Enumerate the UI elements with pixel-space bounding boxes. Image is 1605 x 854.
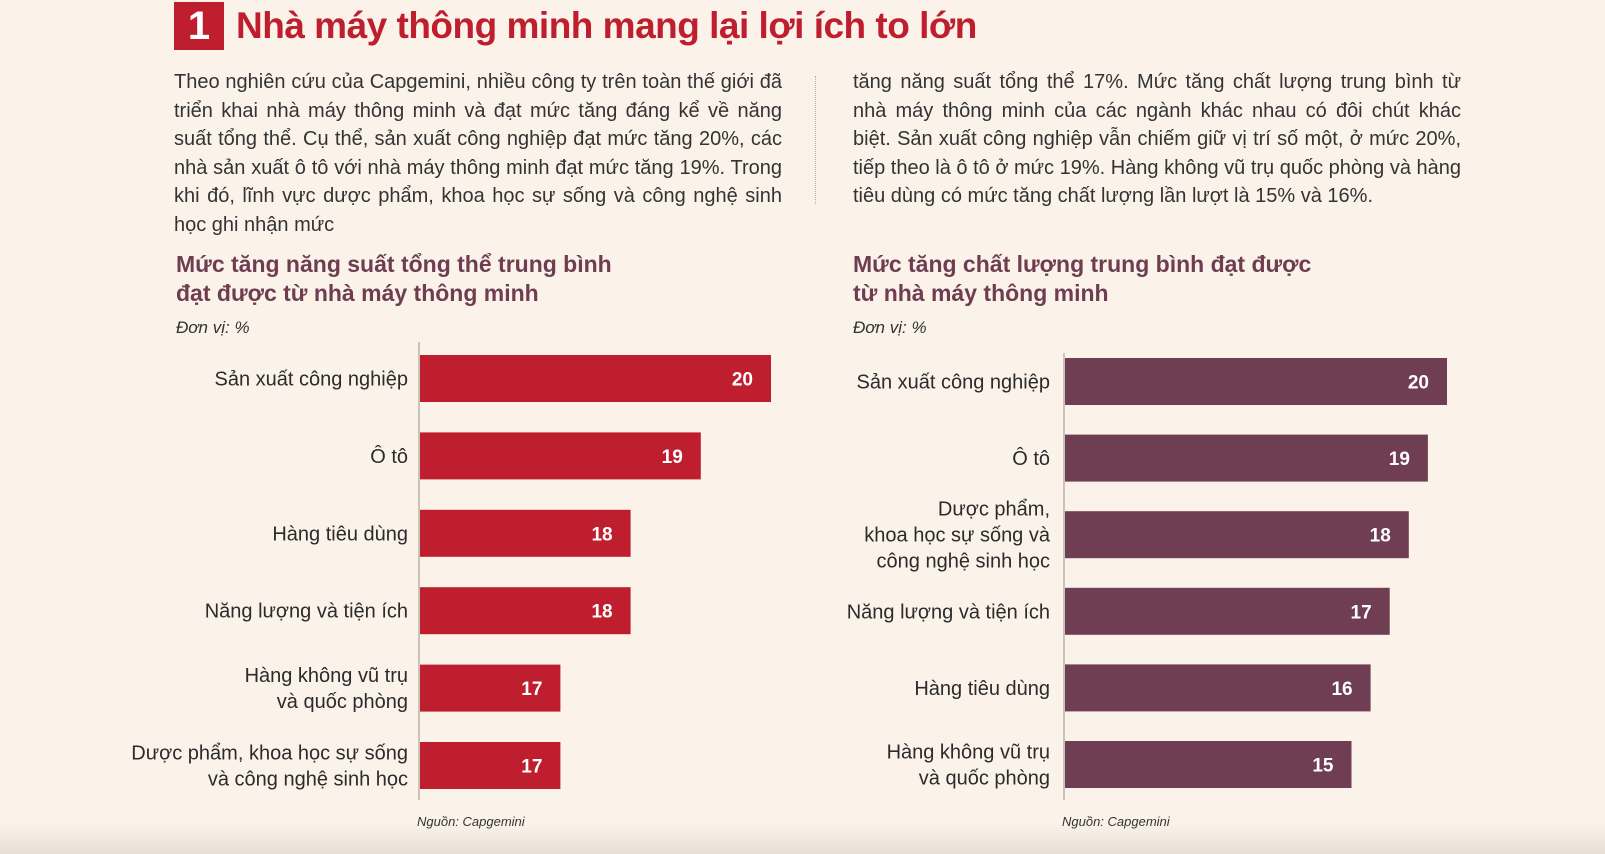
section-number-badge: 1 <box>174 2 224 50</box>
column-divider <box>815 76 816 204</box>
chart2-category-label: Năng lượng và tiện ích <box>847 601 1050 623</box>
chart1-category-label: Hàng tiêu dùng <box>272 523 408 545</box>
chart2-title: Mức tăng chất lượng trung bình đạt được … <box>853 250 1311 308</box>
chart2-category-label: Hàng không vũ trụ <box>887 742 1050 764</box>
chart2-bar <box>1065 741 1352 788</box>
chart1-category-label: Ô tô <box>370 445 408 468</box>
chart1-title-line-1: Mức tăng năng suất tổng thể trung bình <box>176 251 612 277</box>
chart1-data-label: 17 <box>521 757 542 778</box>
chart1-title: Mức tăng năng suất tổng thể trung bình đ… <box>176 250 612 308</box>
chart2-category-label: Dược phẩm, <box>938 499 1050 521</box>
chart1-productivity: 20 Sản xuất công nghiệp 19 Ô tô 18 Hàng tiêu … <box>131 342 771 800</box>
chart1-category-label: và công nghệ sinh học <box>208 769 408 791</box>
chart1-data-label: 20 <box>732 370 753 391</box>
chart1-bar <box>420 742 561 789</box>
page-title: Nhà máy thông minh mang lại lợi ích to l… <box>236 5 977 46</box>
chart2-bar <box>1065 587 1390 635</box>
chart2-bar <box>1065 664 1371 712</box>
chart2-bar <box>1065 511 1409 559</box>
chart1-bar <box>420 587 631 635</box>
body-text-left: Theo nghiên cứu của Capgemini, nhiều côn… <box>174 71 782 236</box>
chart1-category-label: và quốc phòng <box>277 691 408 713</box>
chart2-category-label: Sản xuất công nghiệp <box>857 372 1051 394</box>
chart1-data-label: 18 <box>591 524 612 545</box>
chart1-bar <box>420 432 701 480</box>
chart1-title-line-2: đạt được từ nhà máy thông minh <box>176 280 539 306</box>
bottom-shadow <box>0 824 1605 854</box>
body-text-right: tăng năng suất tổng thể 17%. Mức tăng ch… <box>853 71 1462 207</box>
chart2-title-line-2: từ nhà máy thông minh <box>853 280 1109 306</box>
chart1-unit: Đơn vị: % <box>176 318 250 337</box>
chart1-bar <box>420 355 771 402</box>
chart1-bar <box>420 509 631 557</box>
chart1-data-label: 19 <box>662 447 683 468</box>
chart2-category-label: khoa học sự sống và <box>864 525 1051 547</box>
chart1-data-label: 17 <box>521 679 542 700</box>
chart1-data-label: 18 <box>591 602 612 623</box>
chart1-category-label: Sản xuất công nghiệp <box>215 369 409 391</box>
chart2-category-label: công nghệ sinh học <box>877 551 1050 573</box>
chart2-data-label: 15 <box>1312 756 1334 777</box>
chart2-category-label: Hàng tiêu dùng <box>914 678 1050 700</box>
chart2-data-label: 17 <box>1351 602 1372 623</box>
chart2-bar <box>1065 358 1447 405</box>
chart2-unit: Đơn vị: % <box>853 318 927 337</box>
chart2-data-label: 20 <box>1408 373 1429 394</box>
chart2-data-label: 18 <box>1370 526 1391 547</box>
chart2-category-label: Ô tô <box>1012 447 1050 470</box>
chart2-quality: 20 Sản xuất công nghiệp 19 Ô tô 18 Dược phẩm,… <box>847 353 1447 800</box>
chart1-bar <box>420 664 561 712</box>
chart2-bar <box>1065 434 1428 482</box>
chart2-title-line-1: Mức tăng chất lượng trung bình đạt được <box>853 251 1312 277</box>
chart1-category-label: Năng lượng và tiện ích <box>205 601 408 623</box>
chart2-category-label: và quốc phòng <box>919 768 1050 790</box>
chart2-data-label: 16 <box>1331 679 1352 700</box>
chart1-category-label: Hàng không vũ trụ <box>245 665 408 687</box>
chart1-category-label: Dược phẩm, khoa học sự sống <box>131 743 408 765</box>
chart2-data-label: 19 <box>1389 449 1410 470</box>
